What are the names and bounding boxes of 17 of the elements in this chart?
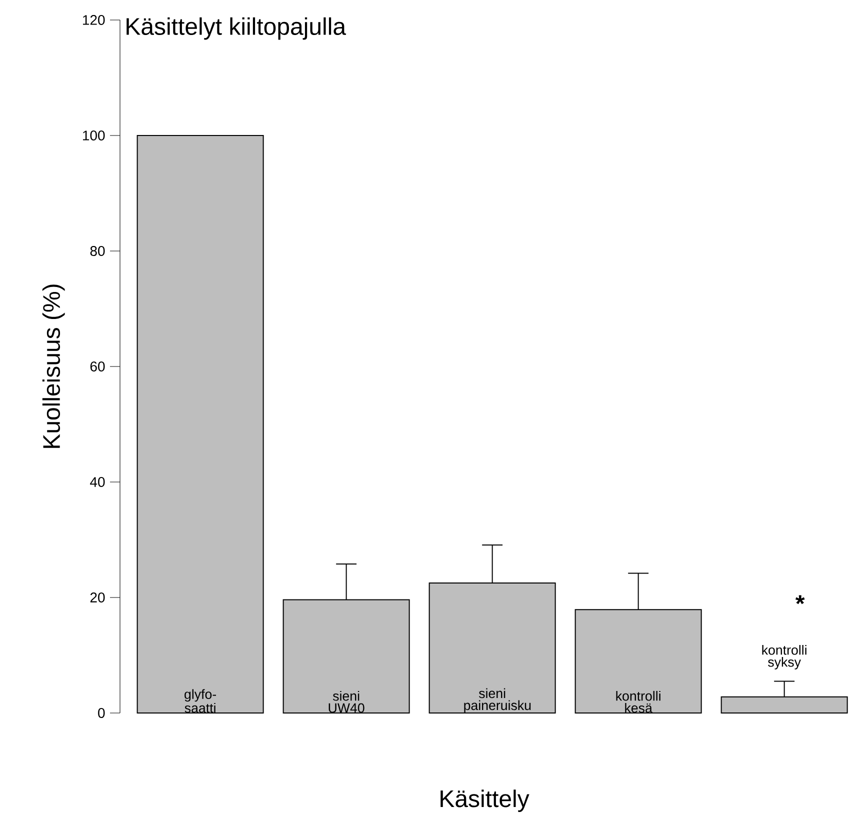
x-axis-title: Käsittely <box>440 790 530 812</box>
y-tick-label: 100 <box>82 130 105 140</box>
x-tick-label: glyfo- saatti <box>184 689 216 713</box>
y-tick-label: 40 <box>90 477 105 487</box>
y-tick-label: 0 <box>98 708 105 718</box>
bar <box>136 134 264 714</box>
x-tick-label: sieni paineruisku <box>464 688 531 713</box>
y-tick-label: 80 <box>90 246 105 256</box>
x-tick-label: sieni UW40 <box>328 690 364 713</box>
annotation: * <box>795 595 805 604</box>
y-axis-title: Kuolleisuus (%) <box>42 284 65 448</box>
x-tick-label: kontrolli syksy <box>762 644 806 670</box>
y-tick-label: 20 <box>90 592 105 602</box>
chart-title: Käsittelyt kiiltopajulla <box>126 17 346 40</box>
y-tick-label: 60 <box>90 362 105 372</box>
x-tick-label: kontrolli kesä <box>616 690 660 713</box>
y-tick-label: 120 <box>82 15 105 25</box>
